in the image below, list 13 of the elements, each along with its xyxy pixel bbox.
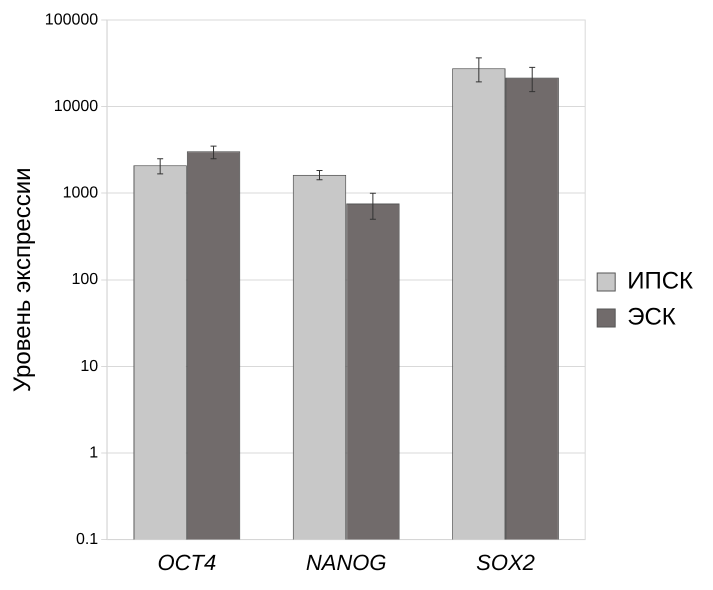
- y-tick-label: 10: [80, 358, 98, 375]
- x-tick-label: NANOG: [306, 550, 387, 575]
- y-tick-label: 0.1: [76, 531, 98, 548]
- y-tick-label: 100: [71, 271, 98, 288]
- y-axis-title: Уровень экспрессии: [9, 167, 36, 392]
- x-tick-label: OCT4: [158, 550, 216, 575]
- y-tick-label: 1000: [62, 184, 98, 202]
- x-tick-label: SOX2: [476, 550, 535, 575]
- legend-label: ЭСК: [627, 304, 676, 331]
- y-tick-label: 1: [89, 444, 98, 462]
- legend-label: ИПСК: [627, 268, 694, 295]
- y-tick-label: 10000: [54, 98, 98, 116]
- y-tick-label: 100000: [44, 11, 98, 28]
